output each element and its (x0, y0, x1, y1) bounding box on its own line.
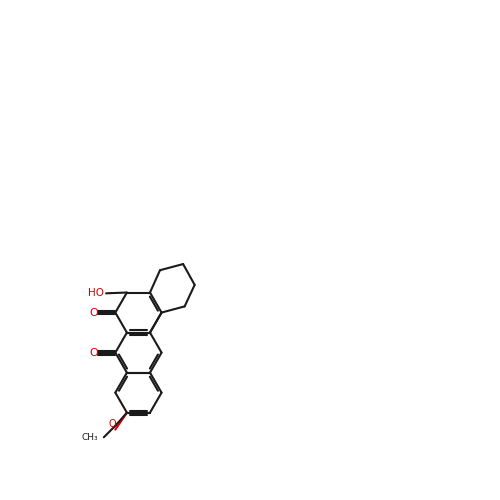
Text: CH₃: CH₃ (82, 433, 98, 442)
Text: O: O (108, 419, 116, 429)
Text: HO: HO (88, 288, 104, 298)
Text: O: O (90, 348, 98, 358)
Text: O: O (90, 308, 98, 318)
